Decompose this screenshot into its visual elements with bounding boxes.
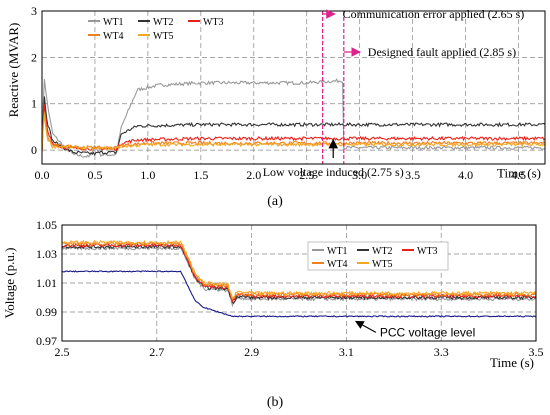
series-line-wt4 bbox=[62, 240, 536, 300]
series-a bbox=[42, 78, 545, 158]
legend-entry-wt2: WT2 bbox=[153, 17, 174, 28]
y-tick-label: 0.99 bbox=[36, 305, 57, 319]
x-ticks-b: 2.5 2.7 2.9 3.1 3.3 3.5 bbox=[55, 345, 544, 359]
y-ticks-b: 0.97 0.99 1.01 1.03 1.05 bbox=[36, 218, 57, 348]
x-tick-label: 3.5 bbox=[529, 345, 544, 359]
annotation-pcc-voltage: PCC voltage level bbox=[380, 325, 475, 339]
legend-a: WT1 WT2 WT3 WT4 WT5 bbox=[88, 17, 224, 42]
grid-b bbox=[62, 225, 536, 341]
series-line-wt2 bbox=[42, 96, 545, 157]
legend-entry-wt2: WT2 bbox=[372, 246, 393, 257]
x-tick-label: 2.0 bbox=[246, 168, 261, 182]
x-tick-label: 4.0 bbox=[458, 168, 473, 182]
y-ticks-a: 0 1 2 3 bbox=[31, 4, 37, 157]
x-tick-label: 2.5 bbox=[55, 345, 70, 359]
annotation-arrow bbox=[354, 320, 377, 333]
x-tick-label: 0.0 bbox=[35, 168, 50, 182]
marker-label-low-voltage: Low voltage induced (2.75 s) bbox=[263, 165, 404, 179]
legend-entry-wt3: WT3 bbox=[203, 17, 224, 28]
x-tick-label: 2.5 bbox=[299, 168, 314, 182]
x-tick-label: 3.5 bbox=[405, 168, 420, 182]
panel-caption-a: (a) bbox=[267, 194, 283, 209]
y-tick-label: 0.97 bbox=[36, 334, 57, 348]
series-line-wt5 bbox=[42, 113, 545, 152]
legend-entry-wt5: WT5 bbox=[372, 259, 393, 270]
legend-entry-wt1: WT1 bbox=[327, 246, 348, 257]
marker-labels-a: Communication error applied (2.65 s) Desi… bbox=[263, 7, 525, 179]
series-line-wt3 bbox=[42, 104, 545, 152]
chart-a: 0.0 0.5 1.0 1.5 2.0 2.5 3.0 3.5 4.0 4.5 0 1 2 3 Time… bbox=[6, 4, 546, 209]
y-axis-label-b: Voltage (p.u.) bbox=[2, 248, 17, 319]
series-line-wt5 bbox=[62, 239, 536, 300]
x-tick-label: 2.7 bbox=[149, 345, 164, 359]
series-line-wt1 bbox=[42, 78, 545, 158]
x-axis-label-b: Time (s) bbox=[490, 355, 534, 370]
series-line-pcc-voltage-level bbox=[62, 270, 536, 318]
y-tick-label: 3 bbox=[31, 4, 37, 18]
plot-frame-a bbox=[41, 10, 546, 165]
legend-entry-wt5: WT5 bbox=[153, 31, 174, 42]
y-tick-label: 1 bbox=[31, 97, 37, 111]
x-tick-label: 1.5 bbox=[193, 168, 208, 182]
x-tick-label: 0.5 bbox=[87, 168, 102, 182]
y-tick-label: 1.03 bbox=[36, 247, 57, 261]
y-axis-label-a: Reactive (MVAR) bbox=[6, 23, 21, 118]
y-tick-label: 2 bbox=[31, 50, 37, 64]
legend-entry-wt4: WT4 bbox=[327, 259, 348, 270]
panel-caption-b: (b) bbox=[267, 395, 284, 410]
event-markers-a bbox=[322, 11, 345, 164]
legend-entry-wt4: WT4 bbox=[103, 31, 124, 42]
x-tick-label: 3.1 bbox=[339, 345, 354, 359]
x-tick-label: 3.3 bbox=[434, 345, 449, 359]
x-tick-label: 4.5 bbox=[511, 168, 526, 182]
x-axis-label-a: Time (s) bbox=[497, 166, 541, 181]
marker-label-communication-error: Communication error applied (2.65 s) bbox=[343, 7, 525, 21]
x-tick-label: 1.0 bbox=[140, 168, 155, 182]
x-ticks-a: 0.0 0.5 1.0 1.5 2.0 2.5 3.0 3.5 4.0 4.5 bbox=[35, 168, 527, 182]
marker-label-designed-fault: Designed fault applied (2.85 s) bbox=[368, 45, 516, 59]
series-line-wt4 bbox=[42, 111, 545, 151]
legend-entry-wt3: WT3 bbox=[417, 246, 438, 257]
y-tick-label: 1.01 bbox=[36, 276, 57, 290]
plot-frame-b bbox=[61, 224, 537, 342]
y-tick-label: 0 bbox=[31, 143, 37, 157]
x-tick-label: 3.0 bbox=[352, 168, 367, 182]
x-tick-label: 2.9 bbox=[244, 345, 259, 359]
y-tick-label: 1.05 bbox=[36, 218, 57, 232]
legend-entry-wt1: WT1 bbox=[103, 17, 124, 28]
chart-b: 2.5 2.7 2.9 3.1 3.3 3.5 0.970.991.011.031.05 … bbox=[2, 218, 544, 410]
legend-b: WT1 WT2 WT3 WT4 WT5 bbox=[307, 241, 449, 271]
series-b bbox=[62, 239, 536, 318]
legend-box bbox=[307, 241, 449, 271]
annotations-b: PCC voltage level bbox=[354, 320, 475, 339]
